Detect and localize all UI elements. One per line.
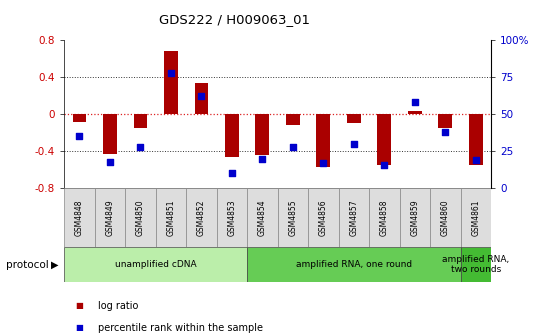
Point <box>136 144 145 150</box>
Point <box>319 160 328 166</box>
Bar <box>430 188 460 247</box>
Text: GSM4854: GSM4854 <box>258 199 267 236</box>
Bar <box>256 114 269 155</box>
Bar <box>400 188 430 247</box>
Text: GDS222 / H009063_01: GDS222 / H009063_01 <box>159 13 310 27</box>
Point <box>472 157 480 163</box>
Bar <box>316 114 330 167</box>
Text: GSM4860: GSM4860 <box>441 199 450 236</box>
Text: ■: ■ <box>75 301 83 310</box>
Text: amplified RNA,
two rounds: amplified RNA, two rounds <box>442 255 509 274</box>
Bar <box>95 188 125 247</box>
Bar <box>377 114 391 165</box>
Text: GSM4858: GSM4858 <box>380 199 389 236</box>
Bar <box>369 188 400 247</box>
Text: GSM4853: GSM4853 <box>227 199 237 236</box>
Bar <box>64 247 247 282</box>
Bar <box>156 188 186 247</box>
Bar <box>186 188 217 247</box>
Text: GSM4852: GSM4852 <box>197 199 206 236</box>
Point <box>105 159 114 164</box>
Text: log ratio: log ratio <box>98 301 138 311</box>
Bar <box>195 83 208 114</box>
Bar <box>439 114 452 128</box>
Text: protocol: protocol <box>6 260 49 269</box>
Text: ▶: ▶ <box>51 260 59 269</box>
Text: GSM4855: GSM4855 <box>288 199 297 236</box>
Point <box>410 100 419 105</box>
Bar <box>339 188 369 247</box>
Bar <box>133 114 147 128</box>
Point <box>258 156 267 161</box>
Text: amplified RNA, one round: amplified RNA, one round <box>296 260 412 269</box>
Text: GSM4856: GSM4856 <box>319 199 328 236</box>
Bar <box>460 188 491 247</box>
Bar <box>408 111 422 114</box>
Text: GSM4851: GSM4851 <box>166 199 175 236</box>
Bar <box>286 114 300 125</box>
Point <box>349 141 358 146</box>
Point <box>166 70 175 76</box>
Text: unamplified cDNA: unamplified cDNA <box>115 260 196 269</box>
Text: ■: ■ <box>75 323 83 332</box>
Point <box>288 144 297 150</box>
Text: GSM4850: GSM4850 <box>136 199 145 236</box>
Text: percentile rank within the sample: percentile rank within the sample <box>98 323 263 333</box>
Text: GSM4849: GSM4849 <box>105 199 114 236</box>
Bar <box>278 188 308 247</box>
Point <box>441 129 450 135</box>
Text: GSM4857: GSM4857 <box>349 199 358 236</box>
Bar <box>469 114 483 165</box>
Bar <box>217 188 247 247</box>
Point <box>75 134 84 139</box>
Text: GSM4848: GSM4848 <box>75 199 84 236</box>
Bar <box>164 51 178 114</box>
Bar <box>247 188 277 247</box>
Bar <box>103 114 117 154</box>
Bar <box>460 247 491 282</box>
Bar <box>73 114 86 122</box>
Bar <box>225 114 239 157</box>
Bar <box>125 188 156 247</box>
Bar <box>64 188 95 247</box>
Point <box>197 94 206 99</box>
Text: GSM4859: GSM4859 <box>410 199 419 236</box>
Bar <box>308 188 339 247</box>
Bar <box>247 247 460 282</box>
Point <box>228 171 237 176</box>
Text: GSM4861: GSM4861 <box>472 199 480 236</box>
Bar <box>347 114 360 124</box>
Point <box>380 162 389 167</box>
